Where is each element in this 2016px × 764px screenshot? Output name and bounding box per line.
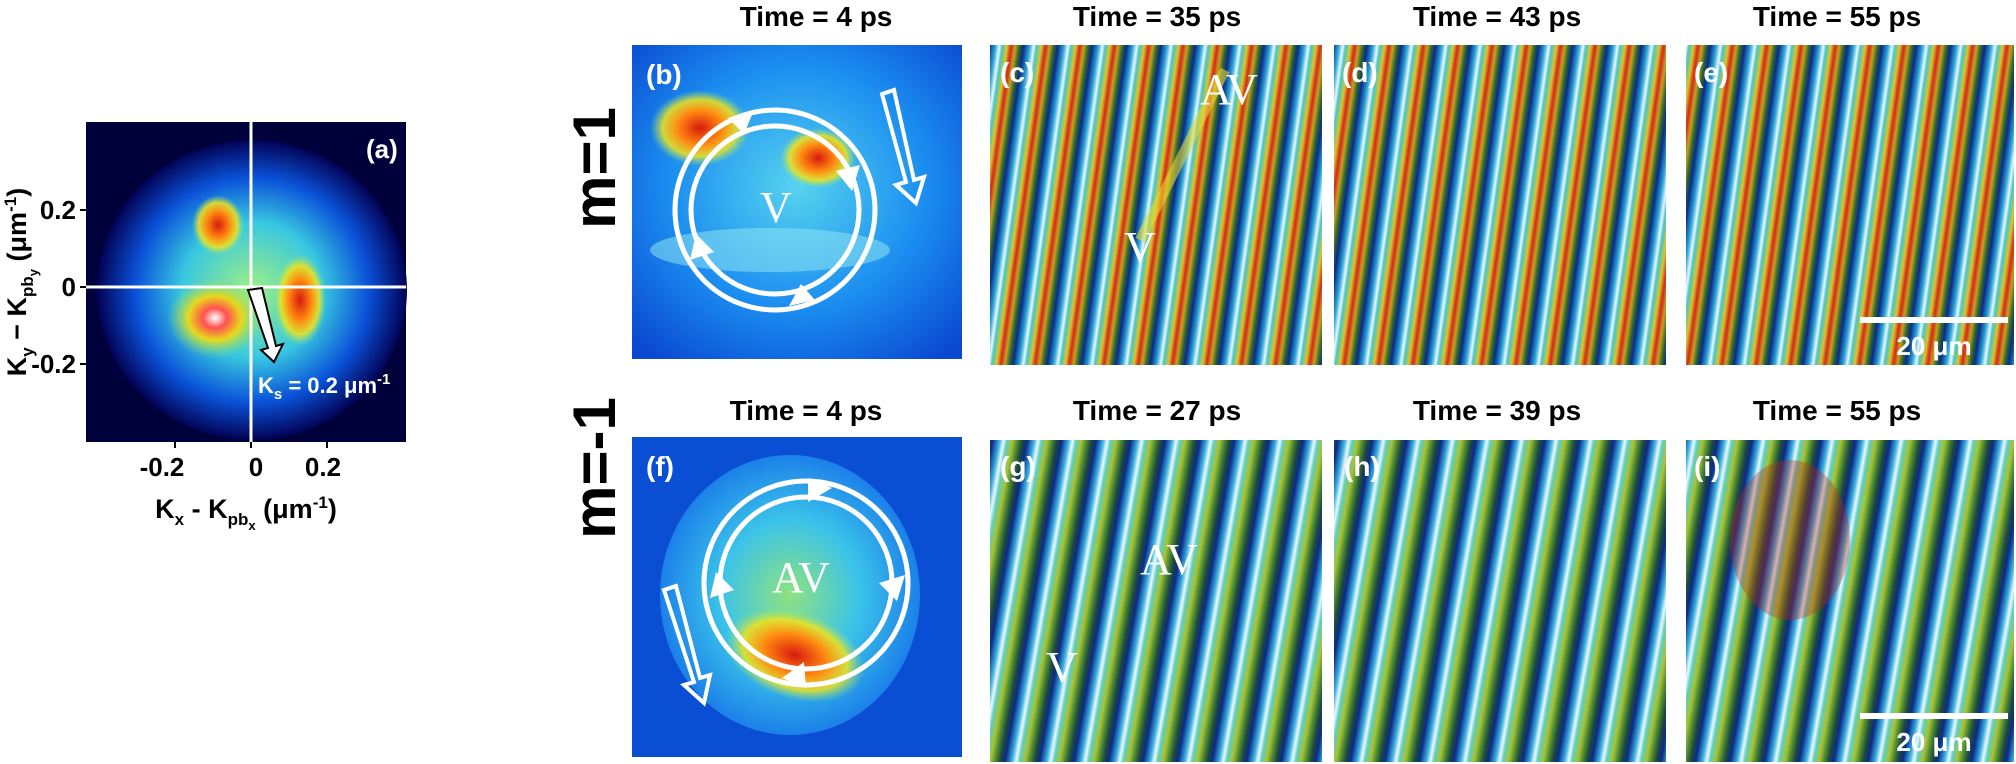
- fringe-image: [1334, 440, 1666, 762]
- panel-b: Time = 4 ps (b) V: [632, 1, 962, 359]
- antivortex-mark: AV: [1200, 65, 1258, 114]
- panel-label: (b): [646, 59, 682, 90]
- panel-e: Time = 55 ps (e) 20 μm: [1686, 1, 2014, 365]
- xtick-label: 0.2: [305, 452, 341, 482]
- panel-time-title: Time = 4 ps: [740, 1, 893, 32]
- antivortex-mark: AV: [772, 553, 830, 602]
- ytick-label: 0.2: [40, 195, 76, 225]
- vortex-mark: V: [760, 183, 792, 232]
- panel-h: Time = 39 ps (h): [1334, 395, 1666, 762]
- antivortex-mark: AV: [1140, 535, 1198, 584]
- ytick-label: 0: [62, 272, 76, 302]
- vortex-mark: V: [1046, 643, 1078, 692]
- panel-i: Time = 55 ps (i) 20 μm: [1686, 395, 2014, 762]
- hotspot: [650, 90, 750, 166]
- hotspot: [1730, 460, 1850, 620]
- panel-time-title: Time = 43 ps: [1413, 1, 1581, 32]
- panel-g: Time = 27 ps (g) AV V: [990, 395, 1322, 762]
- xtick-label: -0.2: [140, 452, 185, 482]
- panel-f: Time = 4 ps (f) AV: [632, 395, 962, 757]
- panel-label: (e): [1694, 57, 1728, 88]
- row-label-m-1: m=-1: [561, 397, 628, 539]
- panel-time-title: Time = 39 ps: [1413, 395, 1581, 426]
- panel-label: (h): [1344, 451, 1380, 482]
- panel-a-hotspot-right: [274, 254, 326, 346]
- panel-label: (c): [1000, 57, 1034, 88]
- vortex-mark: V: [1124, 223, 1156, 272]
- panel-time-title: Time = 27 ps: [1073, 395, 1241, 426]
- fringe-image: [990, 440, 1322, 762]
- panel-c: Time = 35 ps (c) AV V: [990, 1, 1322, 365]
- ytick-label: -0.2: [31, 349, 76, 379]
- panel-time-title: Time = 55 ps: [1753, 1, 1921, 32]
- panel-label: (g): [1000, 451, 1036, 482]
- panel-time-title: Time = 55 ps: [1753, 395, 1921, 426]
- fringe-image: [1334, 45, 1666, 365]
- panel-a-xticks: -0.2 0 0.2: [140, 442, 341, 482]
- scale-bar-label: 20 μm: [1896, 331, 1971, 361]
- xtick-label: 0: [249, 452, 263, 482]
- panel-a-label: (a): [366, 134, 398, 164]
- panel-a: (a) Ks = 0.2 μm-1 -0.2 0 0.2 0.2 0 -0.2 …: [1, 122, 407, 533]
- scale-bar-label: 20 μm: [1896, 727, 1971, 757]
- panel-label: (f): [646, 451, 674, 482]
- panel-a-yticks: 0.2 0 -0.2: [31, 195, 86, 379]
- panel-label: (i): [1694, 451, 1720, 482]
- panel-time-title: Time = 35 ps: [1073, 1, 1241, 32]
- row-label-m1: m=1: [561, 107, 628, 229]
- panel-d: Time = 43 ps (d): [1334, 1, 1666, 365]
- panel-a-ylabel: Ky − Kpby (μm-1): [1, 188, 41, 376]
- panel-a-xlabel: Kx - Kpbx (μm-1): [155, 493, 337, 533]
- panel-a-hotspot-top: [192, 195, 244, 255]
- panel-label: (d): [1342, 57, 1378, 88]
- panel-time-title: Time = 4 ps: [730, 395, 883, 426]
